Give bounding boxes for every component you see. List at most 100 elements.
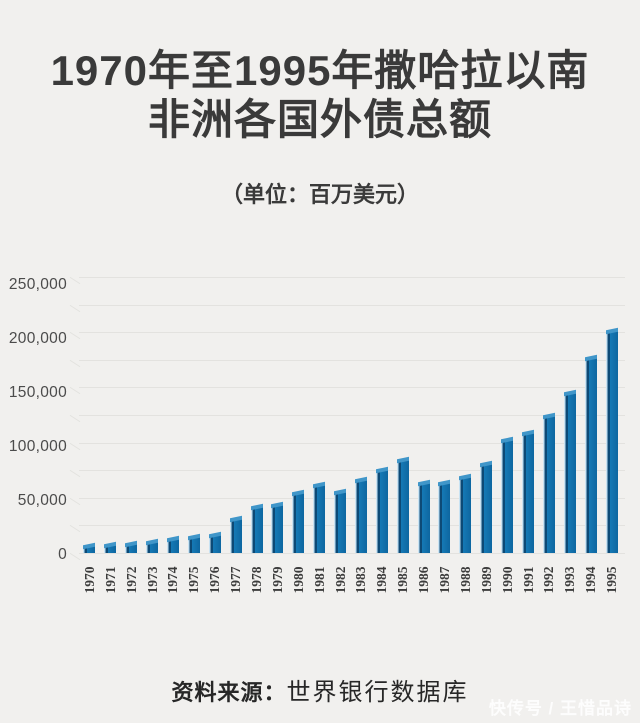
x-axis-label: 1973 xyxy=(142,558,163,602)
bar-1995 xyxy=(606,331,618,553)
x-axis-label: 1986 xyxy=(413,558,434,602)
x-axis-label-text: 1972 xyxy=(123,566,139,594)
y-axis-label: 250,000 xyxy=(8,276,67,293)
x-axis-label-text: 1975 xyxy=(185,566,201,594)
bar-1982 xyxy=(334,492,346,553)
x-axis-label-text: 1984 xyxy=(373,566,389,594)
gridline xyxy=(79,470,625,472)
bar-1977 xyxy=(230,519,242,553)
bar-1984 xyxy=(376,470,388,553)
x-axis-label: 1994 xyxy=(580,558,601,602)
bar-1989 xyxy=(480,464,492,553)
bar-1978 xyxy=(251,507,263,553)
x-axis-label: 1974 xyxy=(162,558,183,602)
x-axis-label-text: 1992 xyxy=(540,566,556,594)
x-axis-label-text: 1989 xyxy=(478,566,494,594)
y-axis-label: 200,000 xyxy=(8,330,67,347)
gridline xyxy=(79,415,625,416)
gridline xyxy=(79,359,625,361)
chart-title-line2: 非洲各国外债总额 xyxy=(147,96,492,143)
gridline xyxy=(79,497,625,499)
bar-1975 xyxy=(188,537,200,553)
bar-1970 xyxy=(83,546,95,553)
bar-1972 xyxy=(125,544,137,553)
x-axis-label-text: 1988 xyxy=(457,566,473,594)
y-axis-label: 50,000 xyxy=(17,492,67,509)
bar-1990 xyxy=(501,440,513,553)
x-axis-label: 1995 xyxy=(601,558,622,602)
x-axis-label-text: 1993 xyxy=(561,566,577,594)
gridline xyxy=(79,525,625,527)
x-axis-label: 1988 xyxy=(455,558,476,602)
x-axis-label: 1972 xyxy=(121,558,142,602)
bar-1994 xyxy=(585,358,597,553)
x-axis-label-text: 1974 xyxy=(164,566,180,594)
x-axis-label: 1982 xyxy=(330,558,351,602)
bar-1979 xyxy=(271,505,283,553)
x-axis-label: 1984 xyxy=(371,558,392,602)
x-axis-label: 1980 xyxy=(288,558,309,602)
bar-1986 xyxy=(418,483,430,553)
gridline xyxy=(79,277,625,278)
x-axis-label-text: 1971 xyxy=(102,566,118,594)
x-axis-label-text: 1970 xyxy=(81,566,97,594)
x-axis-label: 1978 xyxy=(246,558,267,602)
x-axis-label-text: 1986 xyxy=(415,566,431,594)
bar-1992 xyxy=(543,416,555,553)
x-axis-label: 1989 xyxy=(476,558,497,602)
y-axis-label: 100,000 xyxy=(8,438,67,455)
gridline xyxy=(79,304,625,306)
chart-title-line1: 1970年至1995年撒哈拉以南 xyxy=(50,47,590,94)
x-axis-label-text: 1995 xyxy=(603,566,619,594)
x-axis-label: 1985 xyxy=(392,558,413,602)
x-axis-label-text: 1977 xyxy=(227,566,243,594)
x-axis-label: 1979 xyxy=(267,558,288,602)
bar-1980 xyxy=(292,493,304,553)
gridline xyxy=(79,442,625,444)
x-axis-label: 1990 xyxy=(497,558,518,602)
x-axis-label: 1975 xyxy=(183,558,204,602)
x-axis-label-text: 1978 xyxy=(248,566,264,594)
x-axis-label-text: 1985 xyxy=(394,566,410,594)
bar-1976 xyxy=(209,535,221,553)
x-axis-label-text: 1990 xyxy=(499,566,515,594)
x-axis-label-text: 1973 xyxy=(144,566,160,594)
x-axis-label-text: 1994 xyxy=(582,566,598,594)
chart-title: 1970年至1995年撒哈拉以南 非洲各国外债总额 xyxy=(0,46,640,144)
x-axis-label-text: 1991 xyxy=(520,566,536,594)
x-axis-label: 1987 xyxy=(434,558,455,602)
x-axis-label: 1977 xyxy=(225,558,246,602)
x-axis-label: 1976 xyxy=(204,558,225,602)
bar-1983 xyxy=(355,480,367,553)
bar-1987 xyxy=(438,483,450,553)
x-axis-label-text: 1979 xyxy=(269,566,285,594)
chart-unit-note: （单位：百万美元） xyxy=(220,182,419,207)
bar-1974 xyxy=(167,539,179,553)
y-axis-label: 0 xyxy=(58,546,67,563)
gridline xyxy=(79,387,625,389)
x-axis-label: 1992 xyxy=(538,558,559,602)
source-value: 世界银行数据库 xyxy=(286,680,469,706)
x-axis-label: 1981 xyxy=(309,558,330,602)
x-axis-label-text: 1987 xyxy=(436,566,452,594)
source-label: 资料来源： xyxy=(171,680,287,705)
x-axis-label: 1993 xyxy=(559,558,580,602)
gridline xyxy=(79,553,625,554)
bar-1973 xyxy=(146,542,158,553)
bar-1981 xyxy=(313,485,325,553)
source-line: 资料来源：世界银行数据库 xyxy=(0,672,640,707)
bar-1971 xyxy=(104,545,116,553)
bar-1993 xyxy=(564,393,576,553)
bar-1988 xyxy=(459,477,471,553)
bar-1985 xyxy=(397,460,409,553)
x-axis-label-text: 1981 xyxy=(311,566,327,594)
x-axis-label: 1991 xyxy=(518,558,539,602)
x-axis-label: 1971 xyxy=(100,558,121,602)
watermark: 快传号 / 王惜品诗 xyxy=(488,699,632,718)
x-axis-label-text: 1982 xyxy=(332,566,348,594)
x-axis-label: 1983 xyxy=(350,558,371,602)
bar-1991 xyxy=(522,433,534,553)
x-axis-label-text: 1980 xyxy=(290,566,306,594)
